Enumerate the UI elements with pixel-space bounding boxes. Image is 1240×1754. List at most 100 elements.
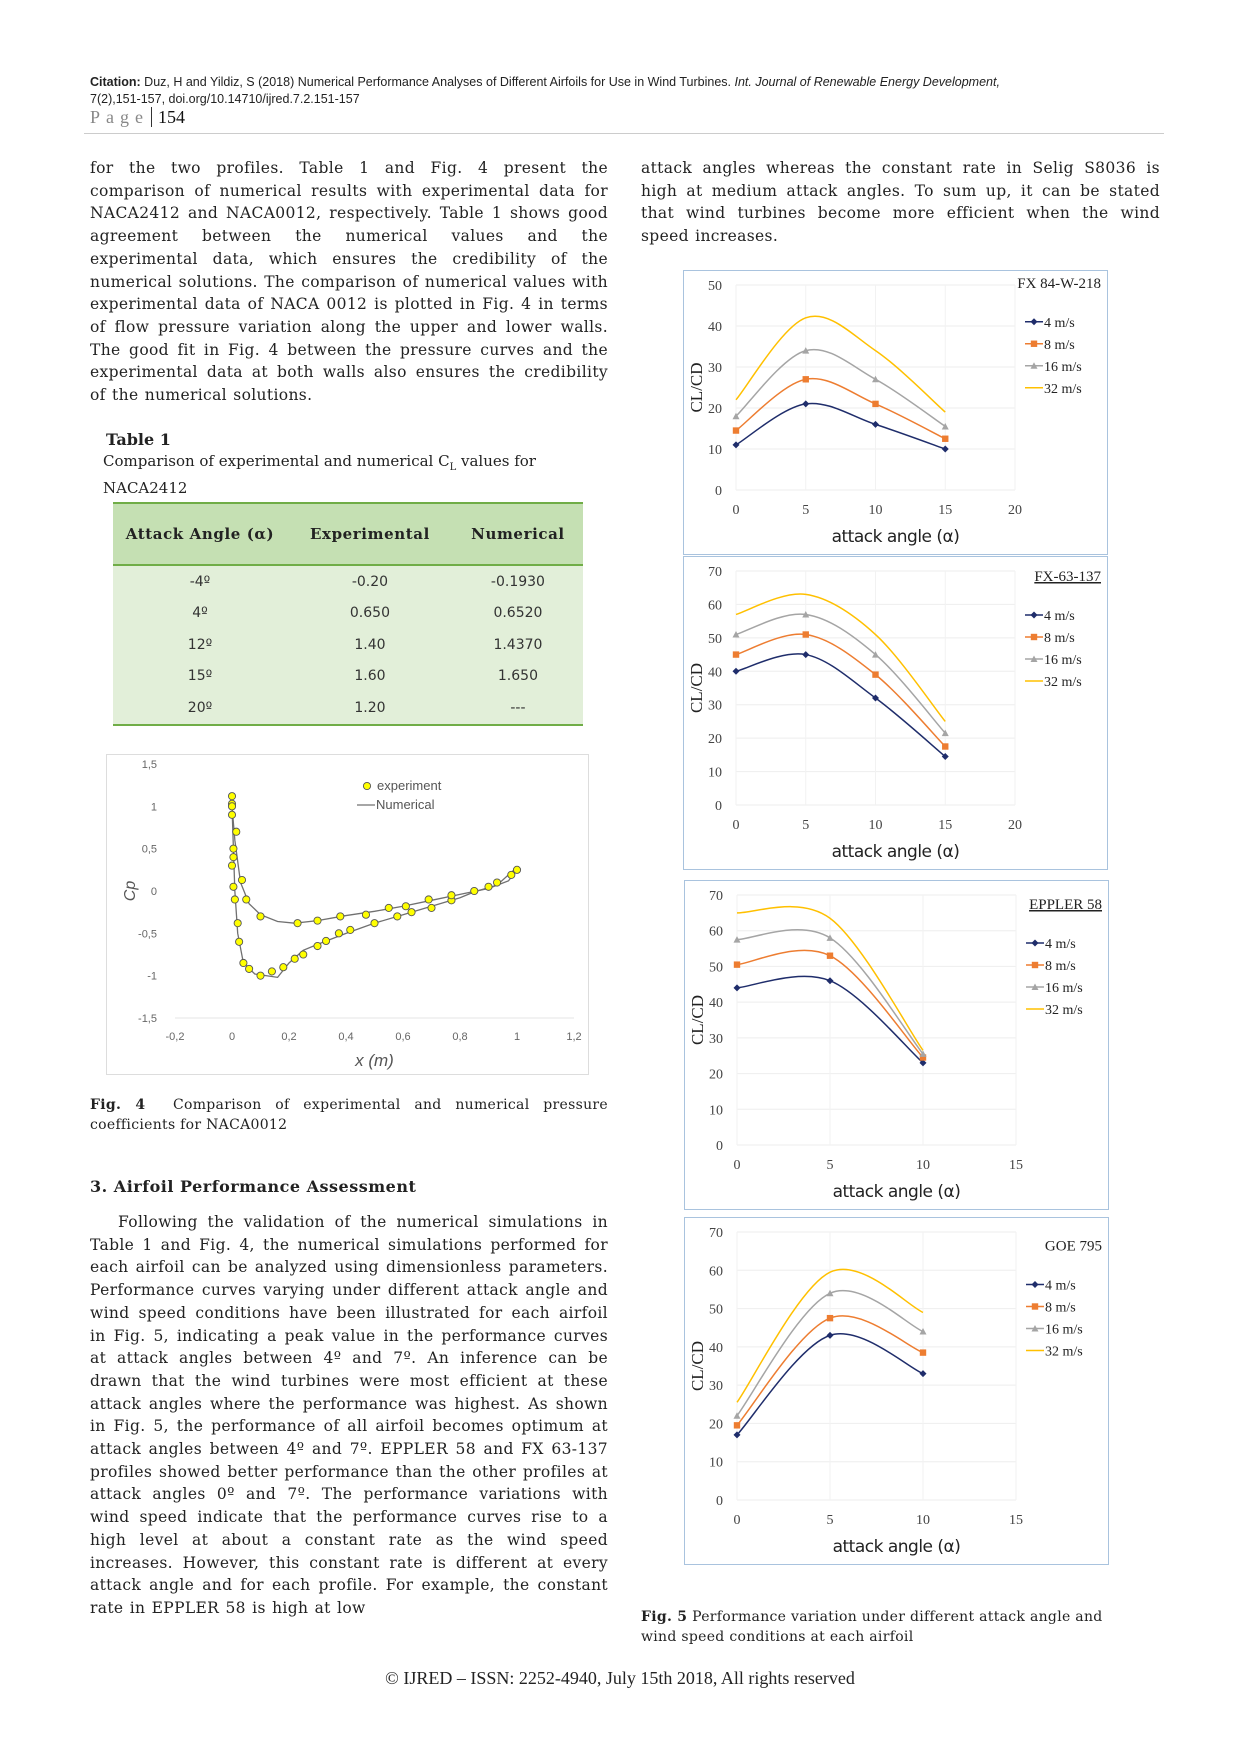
y-tick-label: 70 — [709, 1226, 723, 1241]
chart-goe-795: 0 10 20 30 40 50 60 70 0 5 10 15 attack angle (α) CL/… — [684, 1217, 1109, 1565]
table-caption: Comparison of experimental and numerical… — [103, 451, 543, 498]
x-axis-label: attack angle (α) — [833, 1537, 961, 1557]
footer-copyright: © IJRED – ISSN: 2252-4940, July 15th 201… — [385, 1668, 855, 1688]
chart-fx84-w-218: 0 10 20 30 40 50 0 5 10 15 20 attack angle (α) CL/CD… — [683, 270, 1108, 555]
x-tick-label: 15 — [938, 818, 952, 833]
experiment-point — [346, 925, 355, 934]
citation-doi: 7(2),151-157, doi.org/10.14710/ijred.7.2… — [90, 92, 360, 106]
series-line — [736, 1268, 924, 1403]
experiment-point — [427, 903, 436, 912]
x-tick-label: 0 — [733, 818, 740, 833]
data-point — [942, 743, 949, 750]
series-line — [735, 377, 946, 440]
experiment-point — [256, 971, 265, 980]
y-tick-label: 20 — [708, 402, 722, 417]
y-tick-label: 70 — [708, 565, 722, 580]
fig4-caption: Fig. 4 Comparison of experimental and nu… — [90, 1095, 608, 1135]
cell-angle: 20º — [113, 692, 287, 726]
table-label: Table 1 — [106, 430, 171, 449]
experiment-point — [393, 912, 402, 921]
cell-numerical: 0.6520 — [452, 597, 583, 629]
fig4-caption-text: Comparison of experimental and numerical… — [90, 1097, 608, 1133]
data-point — [872, 651, 879, 658]
y-axis-label: CL/CD — [688, 1341, 707, 1391]
legend-label: 4 m/s — [1044, 316, 1075, 331]
experiment-point — [407, 908, 416, 917]
experiment-point — [239, 958, 248, 968]
data-point — [826, 1331, 834, 1339]
legend-label: 16 m/s — [1045, 981, 1083, 996]
data-point — [872, 694, 879, 702]
chart-title: EPPLER 58 — [1029, 897, 1102, 913]
citation-text: Duz, H and Yildiz, S (2018) Numerical Pe… — [144, 75, 731, 89]
experiment-point — [313, 941, 322, 951]
data-point — [802, 400, 810, 408]
y-tick-label: 20 — [709, 1068, 723, 1083]
page-number: 154 — [151, 107, 185, 127]
y-tick-label: 0 — [151, 886, 157, 898]
series-line — [735, 653, 946, 758]
column-header-experimental: Experimental — [287, 502, 453, 566]
chart-title: FX 84-W-218 — [1017, 276, 1101, 292]
y-tick-label: 40 — [708, 320, 722, 335]
chart-svg: 0 10 20 30 40 50 60 70 0 5 10 15 attack angle (α) CL/… — [688, 1226, 1102, 1557]
data-point — [919, 1054, 927, 1061]
y-tick-label: 60 — [709, 925, 723, 940]
cell-experimental: 1.40 — [287, 629, 453, 661]
x-tick-label: 1,2 — [566, 1031, 581, 1043]
data-point — [872, 671, 879, 678]
x-tick-label: 1 — [514, 1031, 520, 1043]
x-tick-label: 10 — [916, 1513, 930, 1528]
section-heading: 3. Airfoil Performance Assessment — [90, 1177, 417, 1196]
page-label: Page — [90, 107, 149, 127]
series-line — [735, 348, 946, 428]
cell-angle: 15º — [113, 660, 287, 692]
x-tick-label: 0,8 — [452, 1031, 467, 1043]
y-tick-label: 30 — [708, 361, 722, 376]
cell-angle: -4º — [113, 565, 287, 598]
experiment-point — [401, 902, 410, 911]
x-tick-label: 5 — [827, 1513, 834, 1528]
x-tick-label: 10 — [869, 818, 883, 833]
chart-title: FX-63-137 — [1034, 569, 1101, 585]
experiment-point — [492, 878, 502, 887]
legend-marker — [1030, 340, 1038, 347]
legend-label-numerical: Numerical — [376, 797, 435, 812]
data-point — [732, 667, 740, 675]
table-row: 4º 0.650 0.6520 — [113, 597, 583, 629]
y-tick-label: 50 — [709, 1303, 723, 1318]
table-row: 15º 1.60 1.650 — [113, 660, 583, 692]
experiment-point — [293, 919, 302, 928]
experiment-point — [384, 903, 393, 912]
data-point — [826, 934, 834, 941]
experiment-point — [229, 882, 238, 891]
legend-label: 4 m/s — [1045, 937, 1076, 952]
cell-experimental: 1.20 — [287, 692, 453, 726]
data-point — [941, 729, 949, 737]
experiment-point — [334, 929, 343, 938]
x-tick-label: 20 — [1008, 503, 1022, 518]
y-tick-label: 10 — [708, 766, 722, 781]
left-paragraph: for the two profiles. Table 1 and Fig. 4… — [90, 159, 608, 405]
legend-marker — [1031, 1325, 1039, 1332]
experiment-point — [237, 875, 247, 885]
x-tick-label: 15 — [938, 503, 952, 518]
y-tick-label: 40 — [709, 1341, 723, 1356]
experiment-point — [233, 919, 242, 928]
data-point — [733, 1422, 741, 1429]
y-tick-label: 0,5 — [142, 844, 157, 856]
page-number-line: Page 154 — [90, 107, 185, 128]
y-tick-label: 0 — [716, 1139, 723, 1154]
legend-label: 16 m/s — [1044, 653, 1082, 668]
experiment-point — [227, 792, 237, 801]
legend-label: 8 m/s — [1044, 631, 1075, 646]
legend-label: 4 m/s — [1044, 609, 1075, 624]
y-tick-label: 0 — [715, 799, 722, 814]
data-point — [826, 977, 834, 985]
series-line — [735, 613, 946, 734]
y-tick-label: -0,5 — [138, 928, 157, 940]
y-axis-label: CL/CD — [687, 362, 706, 412]
y-axis-label: CL/CD — [687, 663, 706, 713]
chart-svg: 0 10 20 30 40 50 60 70 0 5 10 15 20 attack angle (α) C… — [687, 565, 1101, 862]
x-tick-label: 15 — [1009, 1513, 1023, 1528]
